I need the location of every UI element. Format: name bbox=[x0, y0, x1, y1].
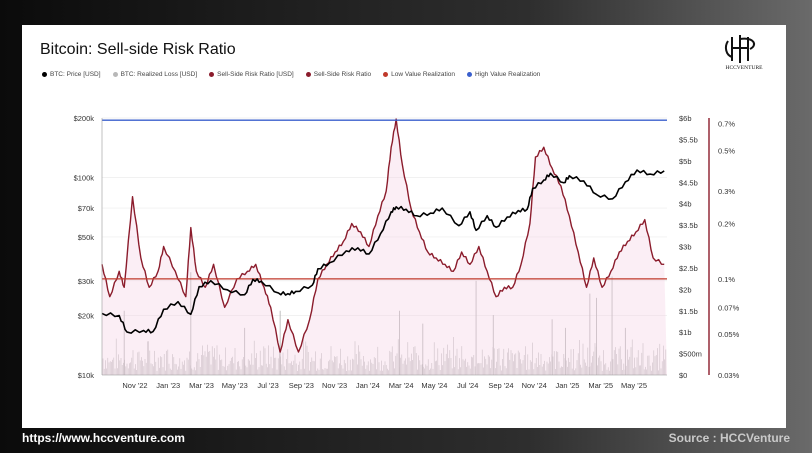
legend-item[interactable]: Sell-Side Risk Ratio bbox=[305, 71, 372, 78]
x-tick-label: Jan '24 bbox=[356, 381, 380, 390]
legend-item[interactable]: Low Value Realization bbox=[383, 71, 455, 78]
x-tick-label: Nov '24 bbox=[522, 381, 547, 390]
y-right-tick-label: 0.05% bbox=[718, 330, 740, 339]
legend-label: Low Value Realization bbox=[391, 71, 456, 78]
y-left-tick-label: $50k bbox=[78, 233, 95, 242]
y-left-tick-label: $30k bbox=[78, 277, 95, 286]
y-right-tick-label: 0.5% bbox=[718, 146, 735, 155]
y-mid-tick-label: $3.5b bbox=[679, 221, 698, 230]
y-left-tick-label: $10k bbox=[78, 371, 95, 380]
source-credit: Source : HCCVenture bbox=[668, 431, 790, 445]
y-right-tick-label: 0.1% bbox=[718, 275, 735, 284]
x-tick-label: Mar '25 bbox=[588, 381, 613, 390]
y-right-tick-label: 0.07% bbox=[718, 303, 740, 312]
x-tick-label: Sep '24 bbox=[488, 381, 513, 390]
legend-label: High Value Realization bbox=[475, 71, 541, 78]
y-mid-tick-label: $500m bbox=[679, 350, 702, 359]
y-right-tick-label: 0.2% bbox=[718, 220, 735, 229]
legend-dot bbox=[305, 72, 311, 77]
legend-item[interactable]: BTC: Realized Loss [USD] bbox=[112, 71, 198, 78]
chart-title: Bitcoin: Sell-side Risk Ratio bbox=[40, 41, 236, 58]
y-left-tick-label: $20k bbox=[78, 312, 95, 321]
x-tick-label: Mar '23 bbox=[189, 381, 214, 390]
legend-dot bbox=[467, 72, 473, 77]
chart-plot: $10k $20k $30k $50k $70k $100k $200k $0 $500m $1b… bbox=[74, 114, 740, 390]
y-mid-tick-label: $1.5b bbox=[679, 307, 698, 316]
legend-label: BTC: Price [USD] bbox=[50, 71, 101, 78]
y-mid-tick-label: $6b bbox=[679, 114, 692, 123]
x-tick-label: Mar '24 bbox=[389, 381, 414, 390]
x-tick-label: May '23 bbox=[222, 381, 248, 390]
website-url[interactable]: https://www.hccventure.com bbox=[22, 431, 185, 445]
y-mid-tick-label: $5b bbox=[679, 157, 692, 166]
y-mid-tick-label: $2b bbox=[679, 285, 692, 294]
legend-item[interactable]: BTC: Price [USD] bbox=[42, 71, 101, 78]
x-tick-label: Jul '24 bbox=[457, 381, 478, 390]
y-mid-tick-label: $2.5b bbox=[679, 264, 698, 273]
x-tick-label: May '24 bbox=[421, 381, 447, 390]
x-tick-label: Nov '22 bbox=[122, 381, 147, 390]
legend-item[interactable]: High Value Realization bbox=[467, 71, 540, 78]
x-tick-label: Jan '25 bbox=[555, 381, 579, 390]
y-left-tick-label: $200k bbox=[74, 114, 95, 123]
y-mid-tick-label: $4b bbox=[679, 200, 692, 209]
y-mid-tick-label: $0 bbox=[679, 371, 687, 380]
legend-dot bbox=[42, 72, 47, 77]
y-mid-tick-label: $3b bbox=[679, 243, 692, 252]
y-mid-tick-label: $5.5b bbox=[679, 135, 698, 144]
x-tick-label: Nov '23 bbox=[322, 381, 347, 390]
btc-price-line bbox=[101, 169, 665, 334]
risk-ratio-area bbox=[102, 119, 667, 375]
x-tick-label: Sep '23 bbox=[289, 381, 314, 390]
legend-label: Sell-Side Risk Ratio bbox=[313, 71, 372, 78]
legend: BTC: Price [USD] BTC: Realized Loss [USD]… bbox=[42, 71, 540, 78]
legend-label: BTC: Realized Loss [USD] bbox=[120, 71, 198, 78]
risk-ratio-line bbox=[101, 118, 665, 353]
chart-card: Bitcoin: Sell-side Risk Ratio HCCVENTURE… bbox=[22, 25, 786, 428]
legend-item[interactable]: Sell-Side Risk Ratio [USD] bbox=[209, 71, 294, 78]
y-right-tick-label: 0.3% bbox=[718, 187, 735, 196]
legend-dot bbox=[209, 72, 215, 77]
y-right-tick-label: 0.7% bbox=[718, 120, 735, 129]
logo-text: HCCVENTURE bbox=[725, 65, 763, 71]
x-tick-label: May '25 bbox=[621, 381, 647, 390]
legend-dot bbox=[383, 72, 389, 77]
legend-dot bbox=[112, 72, 118, 77]
y-left-tick-label: $100k bbox=[74, 173, 95, 182]
x-tick-label: Jan '23 bbox=[156, 381, 180, 390]
y-right-tick-label: 0.03% bbox=[718, 371, 740, 380]
legend-label: Sell-Side Risk Ratio [USD] bbox=[217, 71, 294, 78]
x-tick-label: Jul '23 bbox=[257, 381, 278, 390]
y-mid-tick-label: $4.5b bbox=[679, 178, 698, 187]
y-mid-tick-label: $1b bbox=[679, 328, 692, 337]
y-left-tick-label: $70k bbox=[78, 204, 95, 213]
hcc-monogram-icon: HCCVENTURE bbox=[720, 31, 768, 75]
